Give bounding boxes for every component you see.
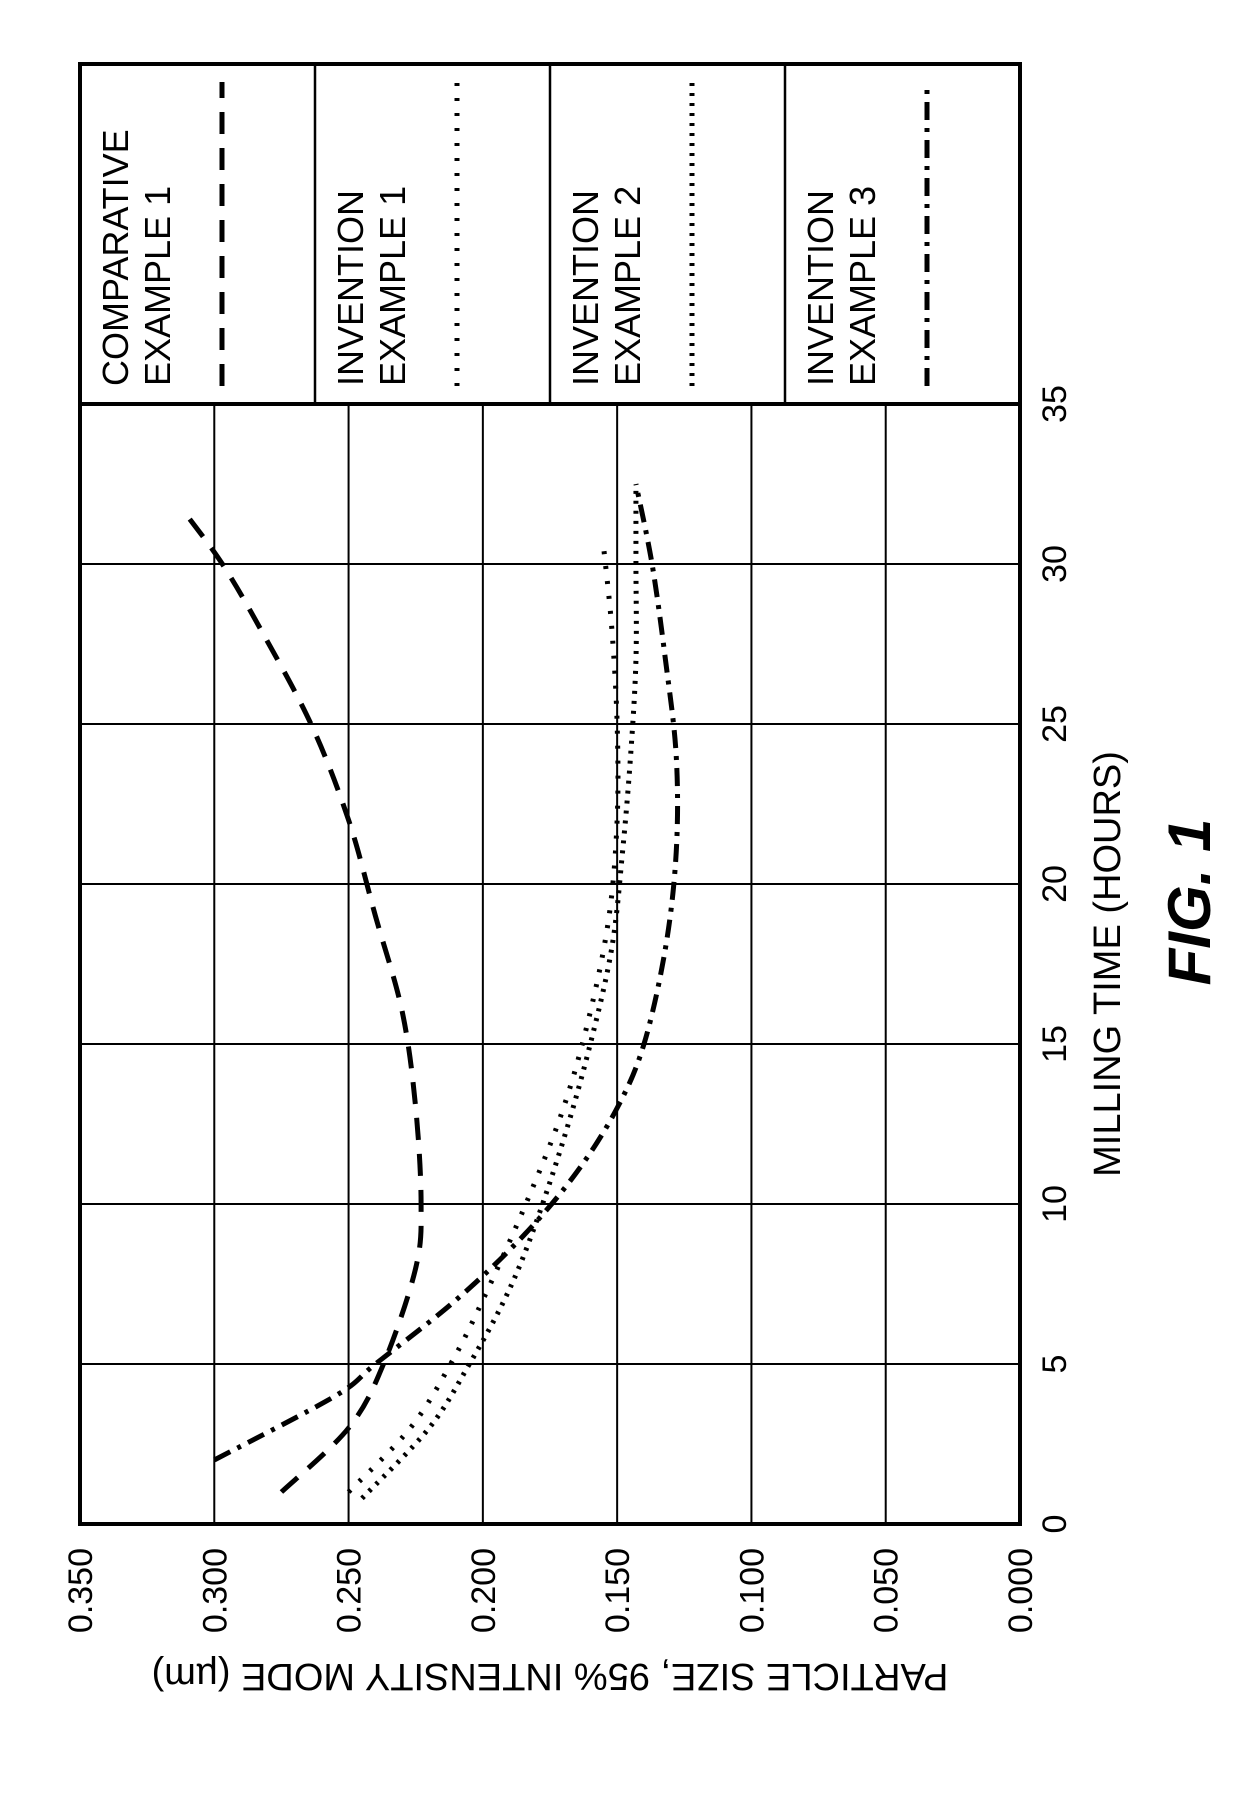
figure-caption: FIG. 1 [1156,819,1223,986]
legend-label: EXAMPLE 1 [137,186,178,386]
page: 0 5 10 15 20 25 30 35 0.000 0.050 0.100 0.150 0.200 0… [0,0,1240,1804]
rotated-canvas: 0 5 10 15 20 25 30 35 0.000 0.050 0.100 0.150 0.200 0… [0,0,1240,1804]
legend-label: EXAMPLE 3 [842,186,883,386]
y-tick-label: 0.100 [733,1548,771,1633]
plot-border [80,404,1020,1524]
x-tick-label: 20 [1036,865,1074,903]
y-tick-label: 0.250 [331,1548,369,1633]
series-line [187,516,421,1492]
x-axis-label: MILLING TIME (HOURS) [1087,751,1129,1177]
line-chart: 0 5 10 15 20 25 30 35 0.000 0.050 0.100 0.150 0.200 0… [0,0,1240,1804]
y-tick-label: 0.350 [62,1548,100,1633]
legend-label: INVENTION [330,190,371,386]
x-tick-label: 25 [1036,705,1074,743]
x-tick-label: 35 [1036,385,1074,423]
x-tick-label: 5 [1036,1355,1074,1374]
series-line [362,484,636,1498]
legend-label: COMPARATIVE [95,129,136,386]
legend-label: EXAMPLE 1 [372,186,413,386]
x-tick-label: 0 [1036,1515,1074,1534]
y-axis-label: PARTICLE SIZE, 95% INTENSITY MODE (µm) [152,1655,949,1697]
legend-label: INVENTION [565,190,606,386]
y-tick-label: 0.150 [599,1548,637,1633]
y-tick-label: 0.000 [1002,1548,1040,1633]
y-tick-label: 0.050 [868,1548,906,1633]
y-tick-label: 0.200 [465,1548,503,1633]
x-tick-label: 30 [1036,545,1074,583]
x-tick-label: 15 [1036,1025,1074,1063]
legend-label: INVENTION [800,190,841,386]
x-tick-label: 10 [1036,1185,1074,1223]
y-tick-label: 0.300 [196,1548,234,1633]
legend-label: EXAMPLE 2 [607,186,648,386]
